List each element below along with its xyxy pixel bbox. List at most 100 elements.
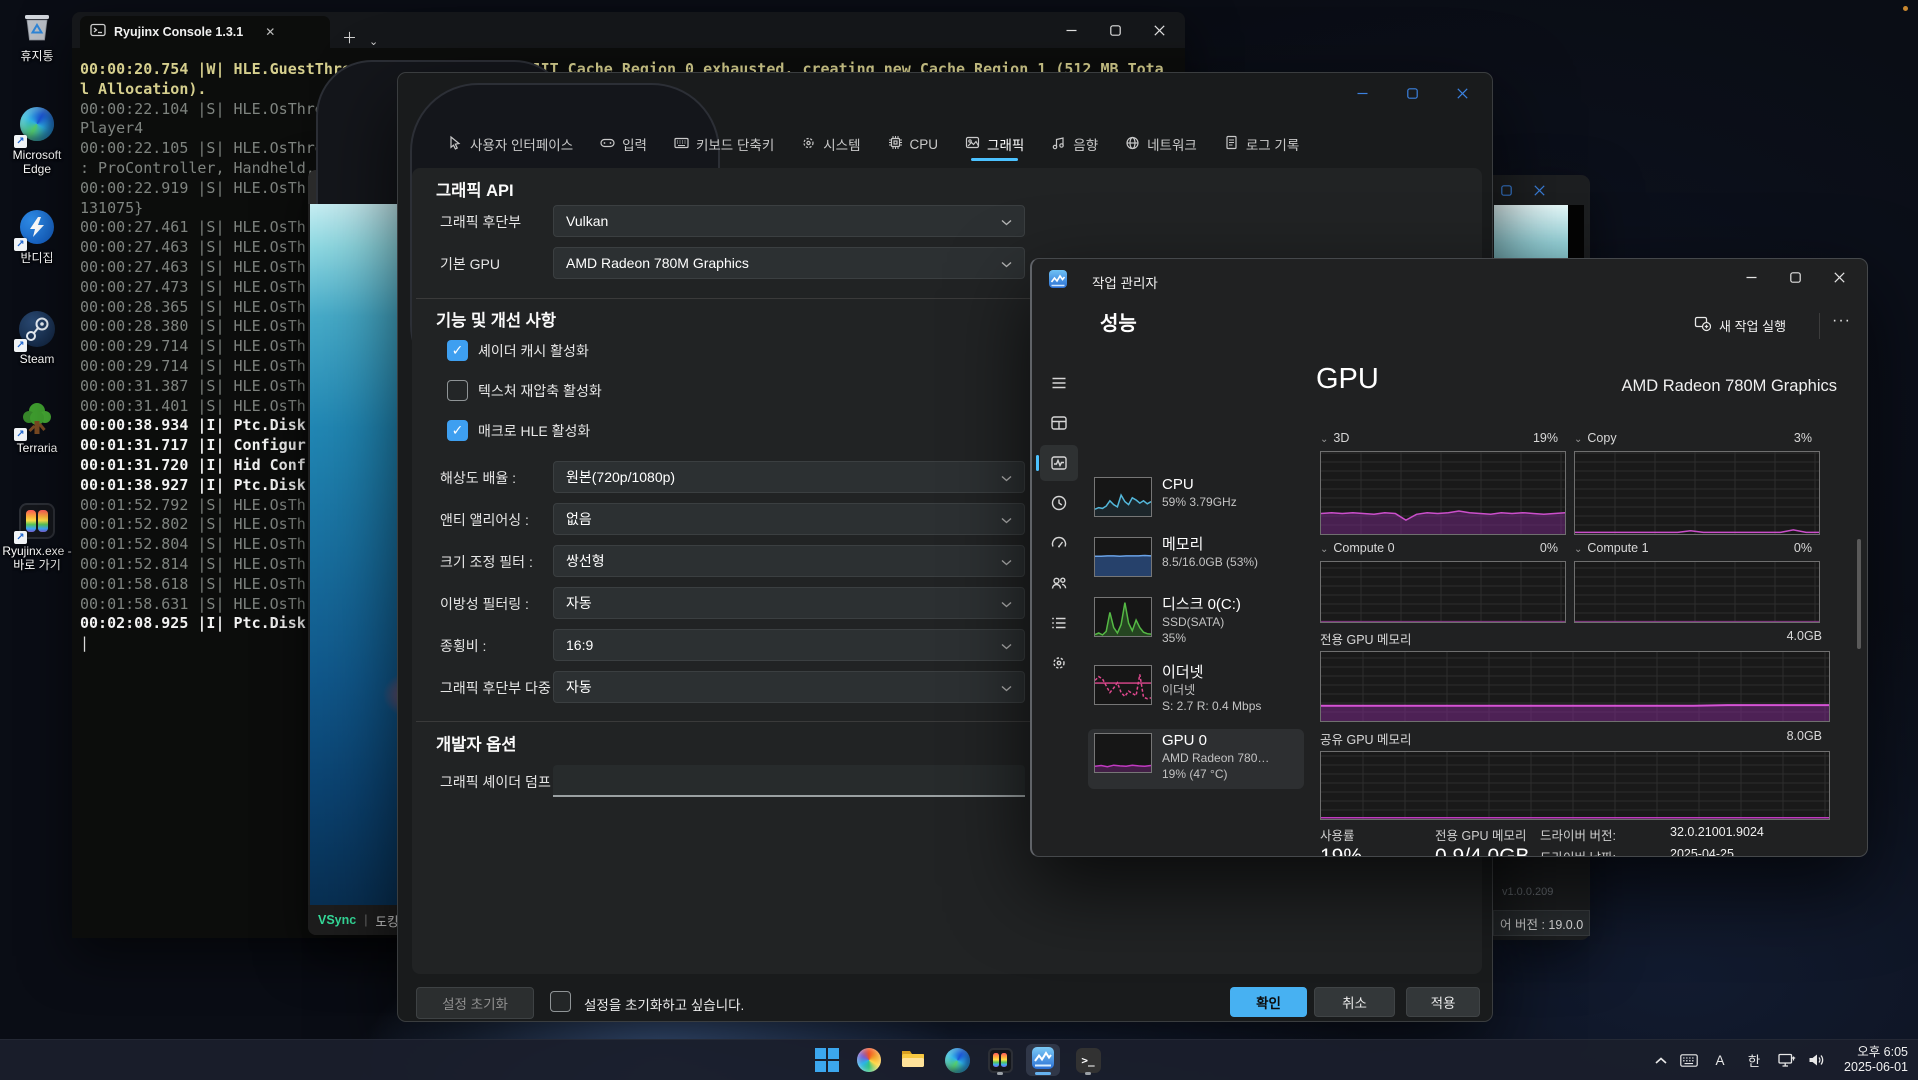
taskbar-edge-button[interactable] xyxy=(940,1044,974,1076)
maximize-button[interactable] xyxy=(1501,183,1512,201)
checked-checkbox[interactable]: ✓ xyxy=(447,420,468,441)
docked-status[interactable]: 도킹 xyxy=(375,914,399,929)
device-item-disk[interactable]: 디스크 0(C:) SSD(SATA) 35% xyxy=(1088,593,1304,659)
rail-item-history[interactable] xyxy=(1040,485,1078,521)
taskbar-terminal-button[interactable]: >_ xyxy=(1071,1044,1105,1076)
shader-dump-path-input[interactable] xyxy=(553,765,1025,797)
tab-audio-icon xyxy=(1051,135,1066,154)
enh-row5-dropdown[interactable]: 자동 xyxy=(553,671,1025,703)
device-title: GPU 0 xyxy=(1162,732,1208,749)
maximize-button[interactable] xyxy=(1390,79,1434,107)
desktop-icon-terraria[interactable]: ↗ Terraria xyxy=(0,400,74,455)
tab-cpu[interactable]: CPU xyxy=(888,129,938,159)
desktop-icon-edge[interactable]: ↗ Microsoft Edge xyxy=(0,105,74,176)
scrollbar-thumb[interactable] xyxy=(1857,539,1861,649)
tab-system[interactable]: 시스템 xyxy=(801,129,861,159)
console-tab[interactable]: Ryujinx Console 1.3.1 ✕ xyxy=(80,16,330,48)
rail-item-performance[interactable] xyxy=(1036,445,1078,481)
device-item-memory[interactable]: 메모리 8.5/16.0GB (53%) xyxy=(1088,533,1304,591)
tab-close-icon[interactable]: ✕ xyxy=(265,25,276,39)
rail-item-details[interactable] xyxy=(1040,605,1078,641)
more-options-button[interactable]: ··· xyxy=(1832,312,1851,329)
tab-logging[interactable]: 로그 기록 xyxy=(1224,129,1299,159)
vsync-status[interactable]: VSync xyxy=(318,913,357,927)
reset-settings-button[interactable]: 설정 초기화 xyxy=(416,987,534,1019)
desktop-icon-steam[interactable]: ↗ Steam xyxy=(0,310,74,366)
clock-date: 2025-06-01 xyxy=(1844,1060,1908,1074)
chevron-down-icon xyxy=(1001,511,1012,527)
device-sub: S: 2.7 R: 0.4 Mbps xyxy=(1162,699,1262,713)
console-tab-bar: Ryujinx Console 1.3.1 ✕ ＋ ⌄ xyxy=(72,12,1185,48)
rail-item-processes[interactable] xyxy=(1040,405,1078,441)
network-icon[interactable] xyxy=(1772,1053,1802,1068)
apply-button[interactable]: 적용 xyxy=(1406,987,1480,1017)
enh-row2-dropdown[interactable]: 쌍선형 xyxy=(553,545,1025,577)
maximize-button[interactable] xyxy=(1093,16,1137,44)
start-icon xyxy=(815,1048,839,1072)
volume-icon[interactable] xyxy=(1802,1053,1830,1067)
taskbar-explorer-button[interactable] xyxy=(896,1044,930,1076)
tab-audio[interactable]: 음향 xyxy=(1051,129,1098,159)
taskbar-start-button[interactable] xyxy=(810,1044,844,1076)
device-item-text: 메모리 8.5/16.0GB (53%) xyxy=(1162,535,1258,570)
close-button[interactable] xyxy=(1137,16,1181,44)
device-item-cpu[interactable]: CPU 59% 3.79GHz xyxy=(1088,473,1304,531)
gpu-chart-value: 3% xyxy=(1793,431,1812,445)
tab-ui[interactable]: 사용자 인터페이스 xyxy=(448,129,573,159)
run-new-task-button[interactable]: 새 작업 실행 xyxy=(1694,315,1786,335)
rail-item-startup[interactable] xyxy=(1040,525,1078,561)
tab-graphics-icon xyxy=(965,135,980,154)
device-item-gpu[interactable]: GPU 0 AMD Radeon 780… 19% (47 °C) xyxy=(1088,729,1304,789)
close-button[interactable] xyxy=(1440,79,1484,107)
checked-checkbox[interactable]: ✓ xyxy=(447,340,468,361)
tab-input[interactable]: 입력 xyxy=(600,129,647,159)
gpu-dedicated-memory-chart xyxy=(1320,651,1830,722)
enh-row3-dropdown[interactable]: 자동 xyxy=(553,587,1025,619)
desktop-icon-recycle-bin[interactable]: 휴지통 xyxy=(0,8,74,63)
tab-graphics[interactable]: 그래픽 xyxy=(965,129,1024,161)
enh-row1-dropdown[interactable]: 없음 xyxy=(553,503,1025,535)
api-row0-dropdown[interactable]: Vulkan xyxy=(553,205,1025,237)
tab-hotkeys[interactable]: 키보드 단축키 xyxy=(674,129,774,159)
desktop-icon-label: Microsoft Edge xyxy=(12,148,62,176)
tray-overflow-chevron-icon[interactable] xyxy=(1648,1056,1674,1065)
tab-network[interactable]: 네트워크 xyxy=(1125,129,1197,159)
cancel-button[interactable]: 취소 xyxy=(1314,987,1395,1017)
reset-confirm-checkbox[interactable] xyxy=(550,991,571,1012)
tab-dropdown-icon[interactable]: ⌄ xyxy=(369,36,379,48)
gpu-stat-value: 19% xyxy=(1320,845,1363,857)
rail-item-users[interactable] xyxy=(1040,565,1078,601)
driver-value: 32.0.21001.9024 xyxy=(1670,825,1764,839)
new-tab-button[interactable]: ＋ xyxy=(342,30,358,47)
unchecked-checkbox[interactable] xyxy=(447,380,468,401)
close-button[interactable] xyxy=(1534,183,1545,201)
desktop-icon-bandizip[interactable]: ↗ 반디집 xyxy=(0,208,74,265)
ime-hangul-indicator[interactable]: 한 xyxy=(1747,1054,1761,1069)
taskbar-clock[interactable]: 오후 6:05 2025-06-01 xyxy=(1844,1045,1908,1075)
section-header: 개발자 옵션 xyxy=(436,736,517,754)
taskbar-taskmgr-button[interactable] xyxy=(1026,1044,1060,1076)
rail-item-services[interactable] xyxy=(1040,645,1078,681)
touch-keyboard-icon[interactable] xyxy=(1674,1053,1704,1067)
rail-item-settings[interactable] xyxy=(1040,848,1078,856)
device-item-ethernet[interactable]: 이더넷 이더넷 S: 2.7 R: 0.4 Mbps xyxy=(1088,661,1304,727)
minimize-button[interactable] xyxy=(1049,16,1093,44)
tab-label: 로그 기록 xyxy=(1245,138,1300,153)
enh-row4-dropdown[interactable]: 16:9 xyxy=(553,629,1025,661)
console-log-line: Player4 xyxy=(80,119,144,138)
minimize-button[interactable] xyxy=(1729,263,1773,291)
taskbar-copilot-button[interactable] xyxy=(852,1044,886,1076)
taskbar-ryujinx-button[interactable] xyxy=(983,1044,1017,1076)
ime-latin-indicator[interactable]: A xyxy=(1715,1052,1725,1068)
desktop-icon-ryujinx[interactable]: ↗ Ryujinx.exe - 바로 가기 xyxy=(0,502,74,572)
enh-row0-dropdown[interactable]: 원본(720p/1080p) xyxy=(553,461,1025,493)
tab-network-icon xyxy=(1125,135,1140,154)
close-button[interactable] xyxy=(1817,263,1861,291)
ok-button[interactable]: 확인 xyxy=(1230,987,1307,1017)
api-row1-dropdown[interactable]: AMD Radeon 780M Graphics xyxy=(553,247,1025,279)
device-title: 메모리 xyxy=(1162,536,1204,553)
minimize-button[interactable] xyxy=(1340,79,1384,107)
maximize-button[interactable] xyxy=(1773,263,1817,291)
memory-sparkline xyxy=(1094,537,1152,577)
rail-item-menu[interactable] xyxy=(1040,365,1078,401)
